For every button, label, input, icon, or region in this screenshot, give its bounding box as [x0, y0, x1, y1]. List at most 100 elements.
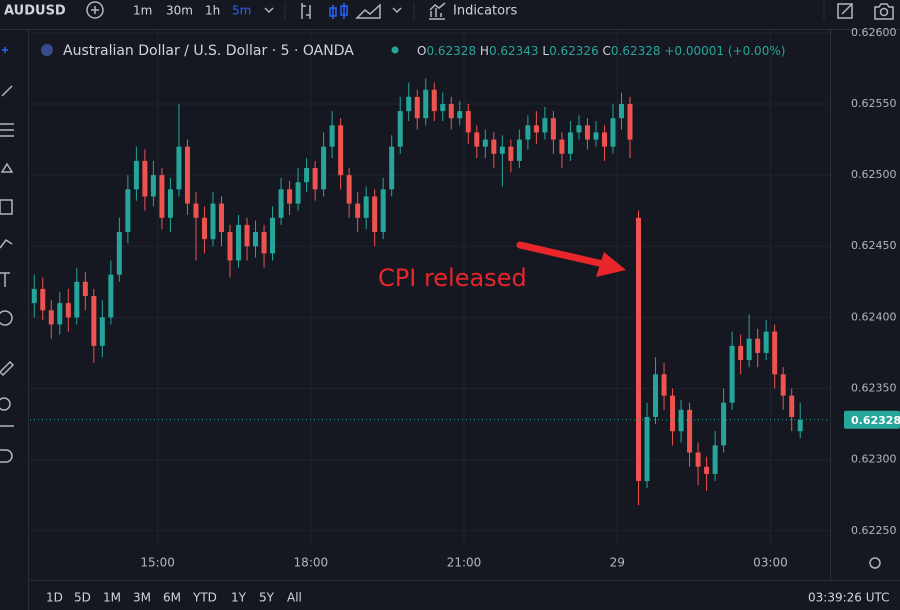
- symbol[interactable]: AUDUSD: [4, 4, 66, 19]
- candle-body: [176, 146, 182, 190]
- range[interactable]: 1M: [103, 591, 121, 605]
- range[interactable]: 3M: [133, 591, 151, 605]
- candle-body: [31, 288, 37, 304]
- candle-body: [312, 167, 318, 190]
- candle-body: [142, 160, 148, 197]
- axis-labels: 0.62250 0.62300 0.62350 0.62400 0.62450 0.625…: [140, 26, 900, 570]
- range[interactable]: 1D: [46, 591, 63, 605]
- indicators-button[interactable]: Indicators: [453, 4, 517, 19]
- y-tick-label: 0.62450: [851, 239, 897, 252]
- candle-body: [746, 338, 752, 361]
- ohlc: O0.62328 H0.62343 L0.62326 C0.62328 +0.0…: [417, 44, 785, 58]
- candles: [30, 78, 830, 506]
- fullscreen[interactable]: [837, 3, 853, 19]
- pattern-tool[interactable]: [0, 162, 14, 173]
- candle-body: [372, 196, 378, 233]
- candle-body: [150, 175, 156, 197]
- y-tick-label: 0.62600: [851, 26, 897, 39]
- chevron[interactable]: [264, 7, 274, 14]
- crosshair-tool[interactable]: [2, 47, 8, 53]
- range[interactable]: 5Y: [259, 591, 275, 605]
- ohlc-value: 0.62328: [611, 44, 661, 58]
- add-icon: [91, 6, 99, 14]
- trendline-tool[interactable]: [1, 85, 13, 97]
- chevron[interactable]: [392, 7, 402, 14]
- candle-body: [440, 103, 446, 112]
- candle-body: [704, 466, 710, 474]
- candle-body: [108, 274, 114, 318]
- candle-body: [270, 217, 276, 254]
- candle-body: [261, 232, 267, 254]
- area-style[interactable]: [355, 3, 381, 19]
- range[interactable]: YTD: [192, 591, 217, 605]
- candle-body: [193, 203, 199, 218]
- candle-body: [712, 445, 718, 474]
- candle-body: [278, 189, 284, 218]
- candle-body: [627, 103, 633, 140]
- indicators-icon: [429, 2, 446, 20]
- candle-body: [542, 118, 548, 133]
- y-tick-label: 0.62250: [851, 524, 897, 537]
- candle-body: [253, 232, 259, 247]
- candle-body: [678, 409, 684, 432]
- candle-body: [533, 125, 539, 133]
- text-tool[interactable]: [0, 272, 10, 287]
- candle-body: [82, 281, 88, 297]
- range[interactable]: 6M: [163, 591, 181, 605]
- candle-body: [550, 118, 556, 140]
- add-symbol[interactable]: [86, 1, 104, 19]
- candle-body: [236, 224, 242, 261]
- snapshot[interactable]: [874, 3, 894, 20]
- range[interactable]: 5D: [74, 591, 91, 605]
- candle-body: [321, 146, 327, 190]
- last-price-label: 0.62328: [851, 414, 900, 427]
- y-tick-label: 0.62550: [851, 97, 897, 110]
- magnet-tool[interactable]: [0, 449, 13, 463]
- candle-body: [329, 125, 335, 147]
- candle-body: [695, 452, 701, 467]
- candle-body: [125, 189, 131, 233]
- ohlc-key: C: [603, 44, 611, 58]
- interval-active[interactable]: 5m: [232, 4, 251, 18]
- candle-body: [184, 146, 190, 204]
- bar-style[interactable]: [301, 3, 311, 19]
- x-tick-label: 29: [610, 556, 625, 570]
- flag-icon: [41, 44, 53, 56]
- range[interactable]: All: [287, 591, 302, 605]
- interval[interactable]: 1m: [133, 4, 152, 18]
- zoom-tool[interactable]: [0, 397, 11, 411]
- fib-tool[interactable]: [0, 123, 14, 137]
- candle-body: [601, 132, 607, 147]
- settings[interactable]: [869, 557, 881, 569]
- interval[interactable]: 1h: [205, 4, 220, 18]
- brush-tool[interactable]: [0, 238, 13, 249]
- ohlc-value: 0.62326: [549, 44, 599, 58]
- y-tick-label: 0.62350: [851, 382, 897, 395]
- candle-body: [610, 118, 616, 147]
- ohlc-key: O: [417, 44, 426, 58]
- candle-body: [363, 196, 369, 218]
- measure-tool[interactable]: [0, 360, 15, 377]
- last-price-box: [844, 410, 900, 429]
- candle-body: [423, 89, 429, 119]
- ohlc-key: H: [480, 44, 489, 58]
- candle-body: [738, 345, 744, 361]
- candle-body: [482, 139, 488, 147]
- range[interactable]: 1Y: [231, 591, 247, 605]
- candle-body: [355, 203, 361, 218]
- emoji-tool[interactable]: [0, 310, 13, 326]
- interval[interactable]: 30m: [166, 4, 193, 18]
- forecast-tool[interactable]: [0, 199, 13, 215]
- candle-body: [218, 203, 224, 233]
- candle-body: [644, 416, 650, 481]
- candle-body: [159, 175, 165, 218]
- candle-body: [457, 111, 463, 119]
- candle-style[interactable]: [329, 3, 348, 19]
- candle-body: [99, 317, 105, 346]
- candle-body: [729, 345, 735, 403]
- candle-body: [567, 132, 573, 154]
- candle-body: [721, 402, 727, 446]
- candle-body: [797, 419, 803, 432]
- candle-body: [499, 146, 505, 154]
